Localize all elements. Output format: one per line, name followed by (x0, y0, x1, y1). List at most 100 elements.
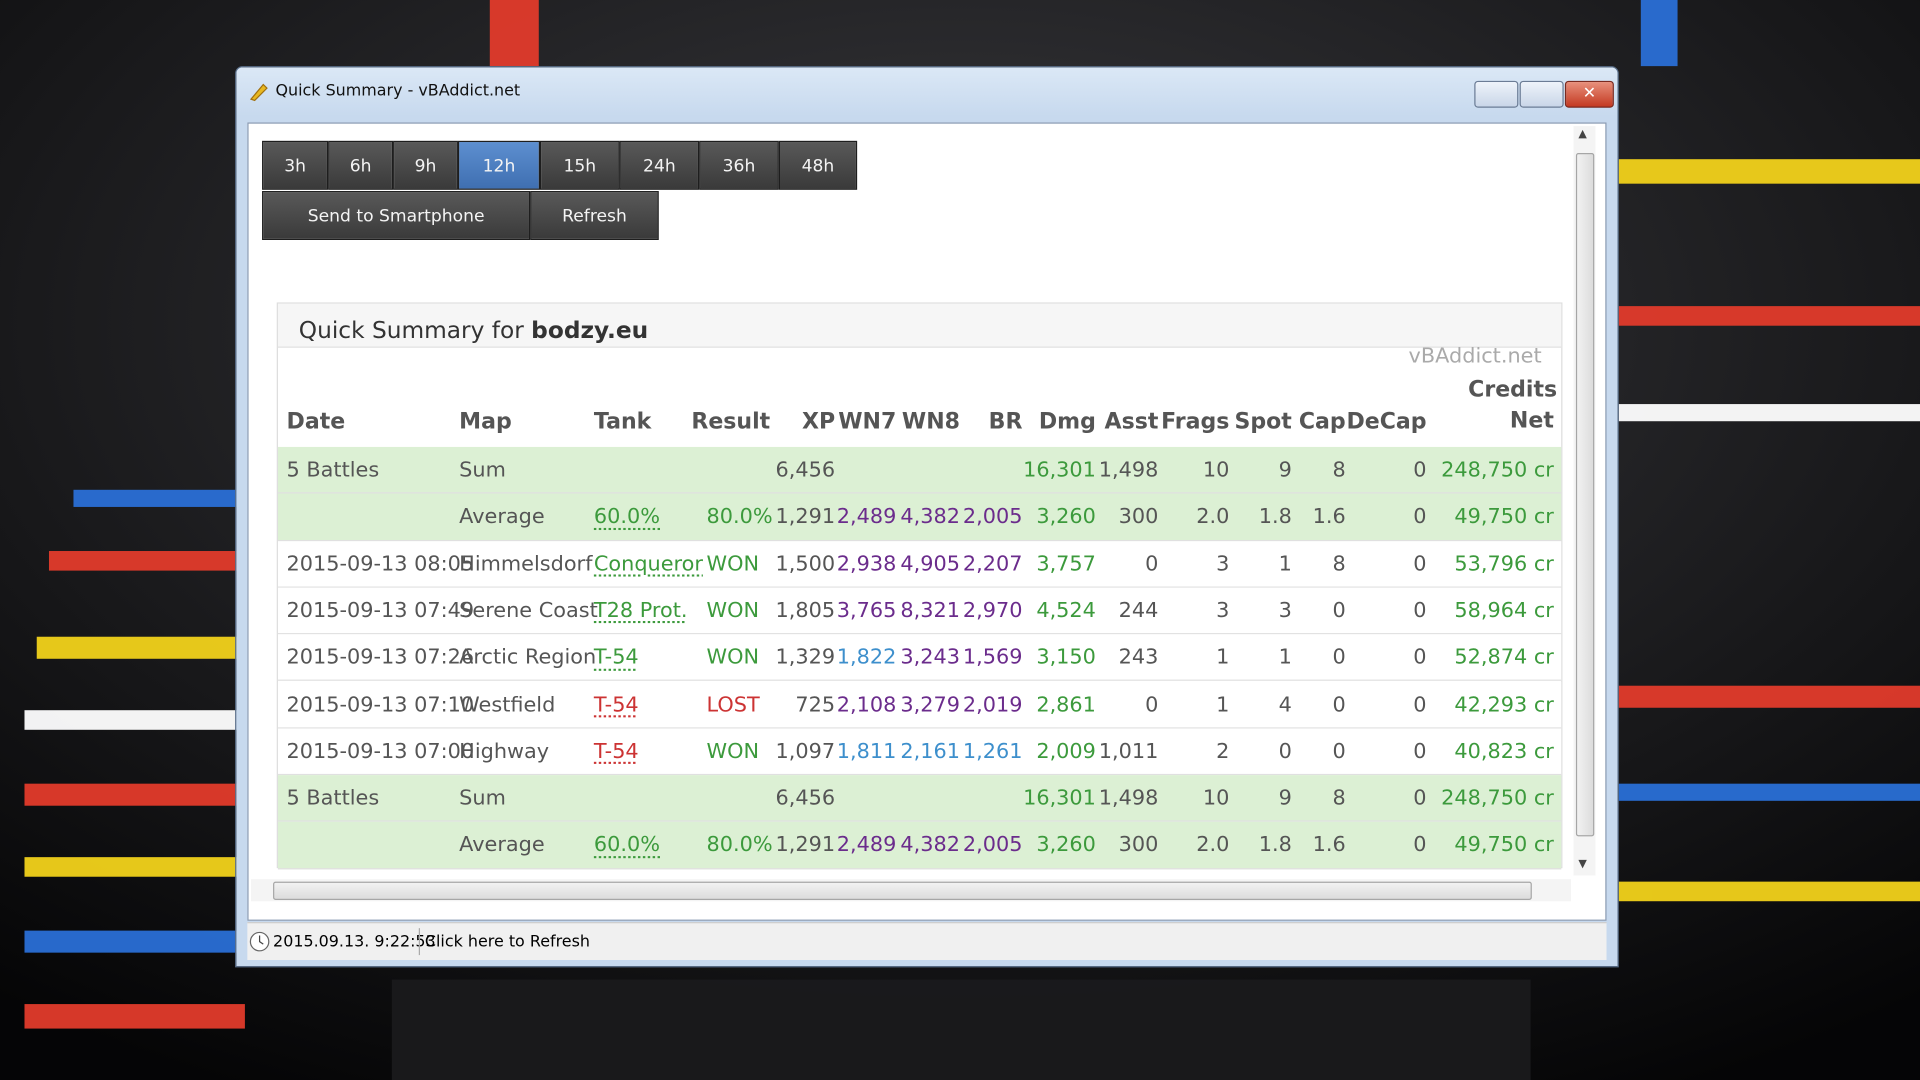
table-cell[interactable]: T28 Prot. (593, 598, 688, 624)
table-cell: 0 (1278, 739, 1292, 764)
table-cell: 2015-09-13 07:00 (286, 739, 475, 764)
table-cell: 4 (1278, 692, 1292, 717)
table-cell: Serene Coast (459, 598, 598, 624)
table-cell: 2 (1216, 739, 1230, 764)
table-cell: 3 (1216, 551, 1230, 577)
table-cell: 1,805 (775, 598, 836, 624)
table-cell: 1,329 (775, 645, 836, 671)
heading-text: Quick Summary for (298, 317, 524, 345)
table-cell: 80.0% (706, 504, 773, 530)
table-cell: 2.0 (1196, 833, 1230, 858)
table-cell: 1 (1278, 645, 1292, 671)
table-cell: 2015-09-13 08:05 (286, 551, 475, 577)
table-cell: Sum (459, 457, 506, 483)
table-cell[interactable]: T-54 (593, 645, 639, 671)
table-cell: 0 (1413, 645, 1427, 671)
status-time: 2015.09.13. 9:22:53 (273, 933, 436, 952)
period-button[interactable]: 36h (699, 140, 779, 190)
table-cell: 2015-09-13 07:26 (286, 645, 475, 671)
column-header: Credits Net (1468, 377, 1558, 434)
period-button[interactable]: 24h (619, 140, 700, 190)
column-header: XP (801, 408, 836, 435)
panel-heading: Quick Summary for bodzy.eu (299, 317, 648, 344)
period-button[interactable]: 6h (328, 140, 394, 190)
summary-row (277, 822, 1562, 870)
content: 3h 6h 9h 12h 15h 24h 36h 48h Send to Smartphone… (262, 140, 1572, 876)
table-cell: 3,150 (1036, 645, 1096, 671)
table-cell: 6,456 (775, 786, 836, 811)
summary-row (277, 446, 1562, 494)
column-header: Spot (1234, 408, 1292, 435)
table-cell: Westfield (459, 692, 556, 717)
table-cell: WON (706, 598, 760, 624)
table-cell: 2,005 (962, 504, 1023, 530)
vertical-scrollbar[interactable]: ▲ ▼ (1573, 126, 1596, 876)
refresh-link[interactable]: Click here to Refresh (424, 933, 590, 952)
table-cell: 2,938 (836, 551, 897, 577)
table-cell[interactable]: T-54 (593, 692, 639, 717)
table-cell[interactable]: T-54 (593, 739, 639, 764)
table-cell: 300 (1118, 833, 1159, 858)
column-header: Map (459, 408, 512, 435)
table-cell: 10 (1202, 457, 1230, 483)
close-button[interactable]: ✕ (1564, 80, 1614, 108)
table-cell[interactable]: 60.0% (593, 833, 661, 858)
column-header: BR (988, 408, 1023, 435)
table-cell: 53,796 cr (1454, 551, 1554, 577)
table-cell: 2,019 (962, 692, 1023, 717)
table-cell: 2,108 (836, 692, 897, 717)
table-cell: 80.0% (706, 833, 773, 858)
table-cell: 8,321 (900, 598, 960, 624)
table-cell: 0 (1413, 692, 1427, 717)
table-cell: 243 (1118, 645, 1159, 671)
table-cell: 3,765 (836, 598, 897, 624)
window-title: Quick Summary - vBAddict.net (275, 82, 521, 101)
table-cell: 1.8 (1258, 504, 1292, 530)
table-cell: 52,874 cr (1454, 645, 1554, 671)
table-cell: 1,097 (775, 739, 836, 764)
table-cell: 10 (1202, 786, 1230, 811)
window: Quick Summary - vBAddict.net ✕ 3h 6h 9h 12h… (235, 66, 1619, 968)
action-button[interactable]: Refresh (530, 191, 659, 240)
column-header: Frags (1161, 408, 1230, 435)
period-button[interactable]: 3h (262, 140, 329, 190)
table-cell: 244 (1118, 598, 1159, 624)
table-cell[interactable]: Conqueror (593, 551, 703, 577)
table-cell: 5 Battles (286, 457, 380, 483)
table-cell: 1,291 (775, 833, 836, 858)
period-button[interactable]: 15h (540, 140, 620, 190)
table-cell: 3,243 (900, 645, 960, 671)
battle-row (277, 540, 1562, 588)
table-cell: 2,009 (1036, 739, 1096, 764)
column-header: WN7 (838, 408, 897, 435)
table-cell: 0 (1413, 504, 1427, 530)
action-button[interactable]: Send to Smartphone (262, 191, 531, 240)
table-cell: 2,207 (962, 551, 1023, 577)
table-cell[interactable]: 60.0% (593, 504, 661, 530)
table-cell: 0 (1413, 457, 1427, 483)
table-cell: Arctic Region (459, 645, 597, 671)
table-cell: 1,498 (1098, 786, 1159, 811)
table-cell: 248,750 cr (1441, 457, 1554, 483)
table-cell: 49,750 cr (1454, 833, 1554, 858)
minimize-button[interactable] (1474, 80, 1519, 108)
column-header: Result (691, 408, 771, 435)
table-cell: 0 (1145, 692, 1159, 717)
period-button[interactable]: 12h (457, 140, 540, 190)
table-cell: 3 (1278, 598, 1292, 624)
table-cell: 0 (1332, 598, 1346, 624)
column-header: Cap (1298, 408, 1346, 435)
period-button[interactable]: 9h (393, 140, 458, 190)
horizontal-scrollbar[interactable] (251, 879, 1572, 902)
maximize-button[interactable] (1519, 80, 1564, 108)
period-button[interactable]: 48h (778, 140, 858, 190)
table-cell: 49,750 cr (1454, 504, 1554, 530)
table-cell: 4,382 (900, 833, 960, 858)
table-cell: 1,498 (1098, 457, 1159, 483)
table-cell: 9 (1278, 786, 1292, 811)
table-cell: 0 (1413, 598, 1427, 624)
table-cell: 1,822 (836, 645, 897, 671)
table-cell: 2,489 (836, 833, 897, 858)
column-header: DeCap (1346, 408, 1427, 435)
